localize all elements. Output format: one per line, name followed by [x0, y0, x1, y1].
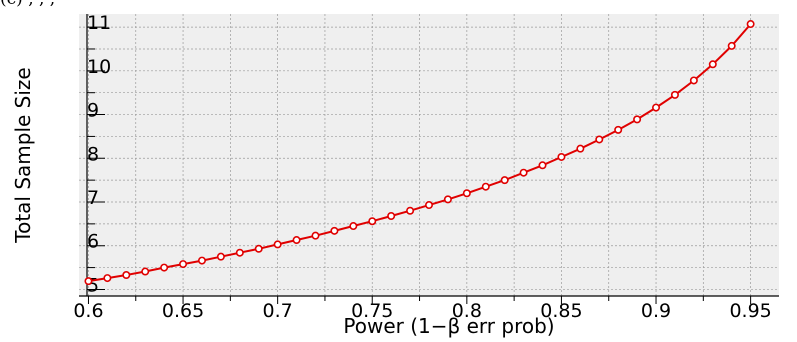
data-point [653, 104, 659, 110]
data-point [445, 196, 451, 202]
data-point [539, 162, 545, 168]
x-axis-title: Power (1−β err prob) [343, 314, 554, 338]
data-point [388, 213, 394, 219]
data-point [464, 190, 470, 196]
data-point [237, 250, 243, 256]
y-tick-label: 9 [87, 100, 99, 122]
data-point [161, 264, 167, 270]
data-point [274, 241, 280, 247]
y-tick-label: 11 [87, 12, 111, 34]
data-point [577, 145, 583, 151]
data-point [180, 261, 186, 267]
data-point [596, 136, 602, 142]
data-point [558, 154, 564, 160]
data-point [426, 202, 432, 208]
data-point [123, 272, 129, 278]
x-tick-label: 0.6 [73, 300, 103, 322]
y-tick-label: 6 [87, 231, 99, 253]
data-point [710, 61, 716, 67]
data-point [350, 223, 356, 229]
data-point [520, 170, 526, 176]
data-point [331, 228, 337, 234]
data-point [615, 127, 621, 133]
y-tick-label: 7 [87, 187, 99, 209]
data-point [729, 43, 735, 49]
x-tick-label: 0.65 [162, 300, 204, 322]
data-point [483, 183, 489, 189]
y-axis-title: Total Sample Size [11, 67, 35, 243]
data-point [634, 116, 640, 122]
x-tick-label: 0.7 [263, 300, 293, 322]
data-point [85, 278, 91, 284]
x-tick-label: 0.95 [729, 300, 771, 322]
data-point [293, 237, 299, 243]
data-point [142, 268, 148, 274]
data-point [218, 253, 224, 259]
data-point [369, 218, 375, 224]
data-point [256, 246, 262, 252]
data-point [747, 21, 753, 27]
data-point [104, 275, 110, 281]
data-point [312, 232, 318, 238]
data-point [691, 77, 697, 83]
data-point [672, 92, 678, 98]
y-tick-label: 10 [87, 56, 111, 78]
plot-area [79, 14, 779, 296]
x-tick-label: 0.9 [641, 300, 671, 322]
data-point [199, 257, 205, 263]
data-point [501, 177, 507, 183]
y-tick-label: 8 [87, 143, 99, 165]
data-point [407, 208, 413, 214]
